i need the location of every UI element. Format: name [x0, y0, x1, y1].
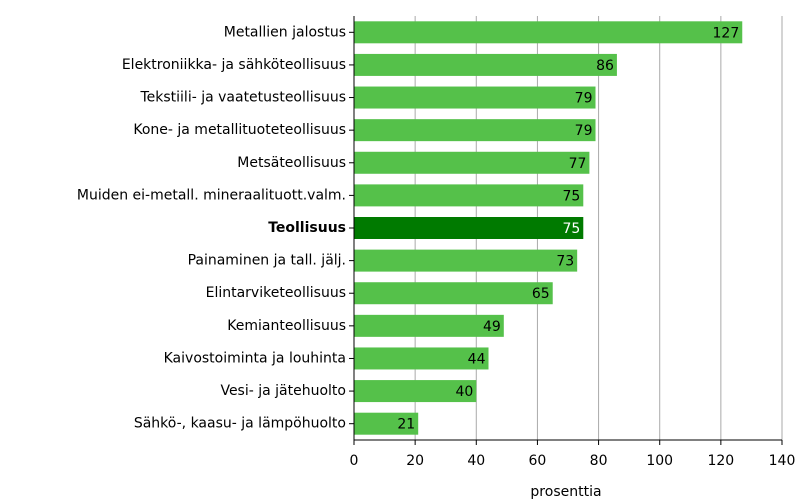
value-label: 40 [455, 384, 473, 400]
y-tick-label: Painaminen ja tall. jälj. [188, 253, 346, 269]
y-tick-label: Elintarviketeollisuus [206, 285, 346, 301]
x-axis-label: prosenttia [530, 484, 601, 500]
y-tick-label: Tekstiili- ja vaatetusteollisuus [139, 90, 346, 106]
bar [354, 184, 584, 207]
bar [354, 249, 578, 272]
y-tick-label: Muiden ei-metall. mineraalituott.valm. [77, 187, 346, 203]
y-tick-label: Kemianteollisuus [227, 318, 346, 334]
bar [354, 282, 553, 305]
bar [354, 86, 596, 109]
value-label: 73 [556, 254, 574, 270]
value-label: 79 [575, 91, 593, 107]
y-tick-label: Metallien jalostus [224, 24, 346, 40]
bar [354, 151, 590, 174]
bar [354, 412, 419, 435]
x-tick-label: 80 [590, 453, 608, 469]
bar [354, 217, 584, 239]
x-tick-label: 60 [529, 453, 547, 469]
bar [354, 21, 743, 44]
y-tick-label: Teollisuus [268, 220, 346, 236]
y-tick-label: Elektroniikka- ja sähköteollisuus [122, 57, 346, 73]
bar [354, 380, 477, 403]
x-tick-label: 120 [707, 453, 734, 469]
value-label: 21 [397, 417, 415, 433]
x-tick-label: 100 [646, 453, 673, 469]
x-tick-label: 20 [406, 453, 424, 469]
bar [354, 347, 489, 370]
x-tick-label: 140 [769, 453, 796, 469]
x-tick-label: 0 [350, 453, 359, 469]
bar [354, 314, 504, 337]
value-label: 79 [575, 123, 593, 139]
value-label: 127 [713, 25, 740, 41]
y-tick-label: Kaivostoiminta ja louhinta [164, 350, 346, 366]
x-tick-label: 40 [467, 453, 485, 469]
value-label: 49 [483, 319, 501, 335]
y-tick-label: Sähkö-, kaasu- ja lämpöhuolto [134, 416, 346, 432]
value-label: 86 [596, 58, 614, 74]
y-tick-label: Metsäteollisuus [237, 155, 346, 171]
value-label: 44 [468, 351, 486, 367]
bar [354, 53, 617, 76]
y-tick-label: Kone- ja metallituoteteollisuus [133, 122, 346, 138]
y-tick-label: Vesi- ja jätehuolto [220, 383, 346, 399]
value-label: 75 [562, 188, 580, 204]
value-label: 77 [569, 156, 587, 172]
value-label: 75 [562, 221, 580, 237]
value-label: 65 [532, 286, 550, 302]
bar [354, 119, 596, 142]
